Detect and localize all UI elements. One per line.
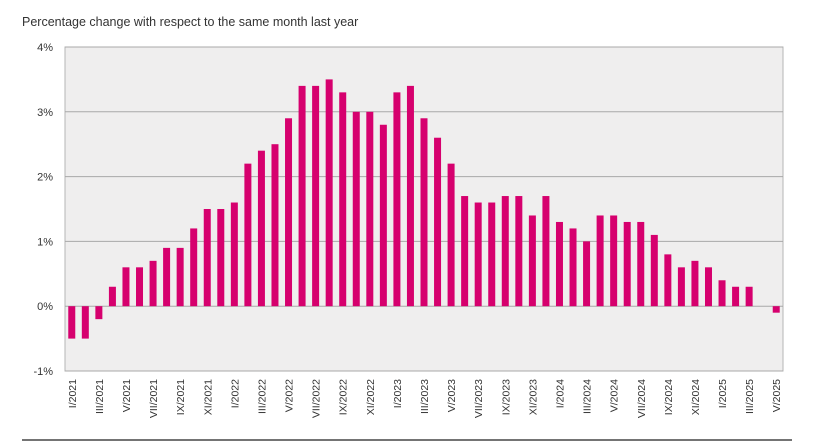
x-tick-label: I/2023 bbox=[392, 379, 404, 408]
bar bbox=[610, 215, 618, 307]
x-tick-label: III/2023 bbox=[419, 379, 431, 414]
bar bbox=[583, 241, 591, 307]
bar bbox=[691, 260, 699, 307]
x-tick-label: XI/2021 bbox=[202, 379, 214, 415]
bar bbox=[339, 92, 347, 307]
bar bbox=[474, 202, 482, 307]
bar bbox=[555, 221, 563, 307]
bar bbox=[718, 280, 726, 307]
y-tick-label: -1% bbox=[33, 366, 53, 378]
y-tick-label: 2% bbox=[37, 172, 53, 184]
x-tick-label: III/2025 bbox=[744, 379, 756, 414]
bar bbox=[366, 111, 374, 307]
bar bbox=[217, 209, 225, 307]
bar bbox=[515, 196, 523, 307]
x-tick-label: XI/2022 bbox=[365, 379, 377, 415]
bar bbox=[244, 163, 252, 307]
x-tick-label: IX/2023 bbox=[500, 379, 512, 415]
bar bbox=[434, 137, 442, 307]
x-tick-label: I/2021 bbox=[67, 379, 79, 408]
bar bbox=[163, 247, 171, 307]
x-tick-label: V/2022 bbox=[284, 379, 296, 412]
x-tick-label: IX/2022 bbox=[338, 379, 350, 415]
bar bbox=[379, 124, 387, 307]
x-tick-label: I/2025 bbox=[717, 379, 729, 408]
bar bbox=[149, 260, 157, 307]
bar bbox=[285, 118, 293, 307]
y-tick-label: 4% bbox=[37, 42, 53, 54]
x-tick-label: III/2024 bbox=[582, 379, 594, 414]
bars bbox=[68, 79, 780, 339]
bar bbox=[230, 202, 238, 307]
bar bbox=[447, 163, 455, 307]
x-tick-label: V/2023 bbox=[446, 379, 458, 412]
x-tick-label: VII/2024 bbox=[636, 379, 648, 418]
bar bbox=[122, 267, 130, 307]
y-axis-ticks: 4% 3% 2% 1% 0% -1% bbox=[33, 42, 53, 378]
bar bbox=[176, 247, 184, 307]
y-tick-label: 3% bbox=[37, 107, 53, 119]
x-tick-label: VII/2022 bbox=[311, 379, 323, 418]
x-tick-label: VII/2021 bbox=[148, 379, 160, 418]
x-tick-label: IX/2024 bbox=[663, 379, 675, 415]
y-tick-label: 0% bbox=[37, 301, 53, 313]
bar bbox=[203, 209, 211, 307]
bar bbox=[95, 306, 103, 320]
bar bbox=[68, 306, 76, 339]
x-tick-label: VII/2023 bbox=[473, 379, 485, 418]
bar bbox=[393, 92, 401, 307]
x-tick-label: III/2022 bbox=[256, 379, 268, 414]
x-tick-label: V/2021 bbox=[121, 379, 133, 412]
bar bbox=[745, 286, 753, 307]
bar bbox=[732, 286, 740, 307]
bar bbox=[271, 144, 279, 307]
bar bbox=[704, 267, 712, 307]
bar bbox=[677, 267, 685, 307]
bar bbox=[406, 85, 414, 307]
x-tick-label: I/2022 bbox=[229, 379, 241, 408]
bar bbox=[352, 111, 360, 307]
bar bbox=[190, 228, 198, 307]
bar bbox=[528, 215, 536, 307]
bar bbox=[664, 254, 672, 307]
bar bbox=[136, 267, 144, 307]
bar bbox=[257, 150, 265, 307]
bar bbox=[501, 196, 509, 307]
bar bbox=[108, 286, 116, 307]
chart-title: Percentage change with respect to the sa… bbox=[22, 15, 359, 29]
bar bbox=[637, 221, 645, 307]
bar bbox=[81, 306, 89, 339]
bar bbox=[298, 85, 306, 307]
bar bbox=[542, 196, 550, 307]
x-axis-ticks: I/2021 III/2021 V/2021 VII/2021 IX/2021 XI/20… bbox=[67, 379, 783, 418]
bar bbox=[312, 85, 320, 307]
bar bbox=[420, 118, 428, 307]
x-tick-label: XI/2023 bbox=[527, 379, 539, 415]
bar bbox=[772, 306, 780, 313]
bar bbox=[488, 202, 496, 307]
bar bbox=[650, 234, 658, 307]
y-tick-label: 1% bbox=[37, 236, 53, 248]
x-tick-label: III/2021 bbox=[94, 379, 106, 414]
x-tick-label: IX/2021 bbox=[175, 379, 187, 415]
x-tick-label: V/2025 bbox=[771, 379, 783, 412]
bar bbox=[325, 79, 333, 307]
bar bbox=[596, 215, 604, 307]
x-tick-label: I/2024 bbox=[554, 379, 566, 408]
x-tick-label: XI/2024 bbox=[690, 379, 702, 415]
bar bbox=[623, 221, 631, 307]
x-tick-label: V/2024 bbox=[609, 379, 621, 412]
bar bbox=[461, 196, 469, 307]
bar bbox=[569, 228, 577, 307]
